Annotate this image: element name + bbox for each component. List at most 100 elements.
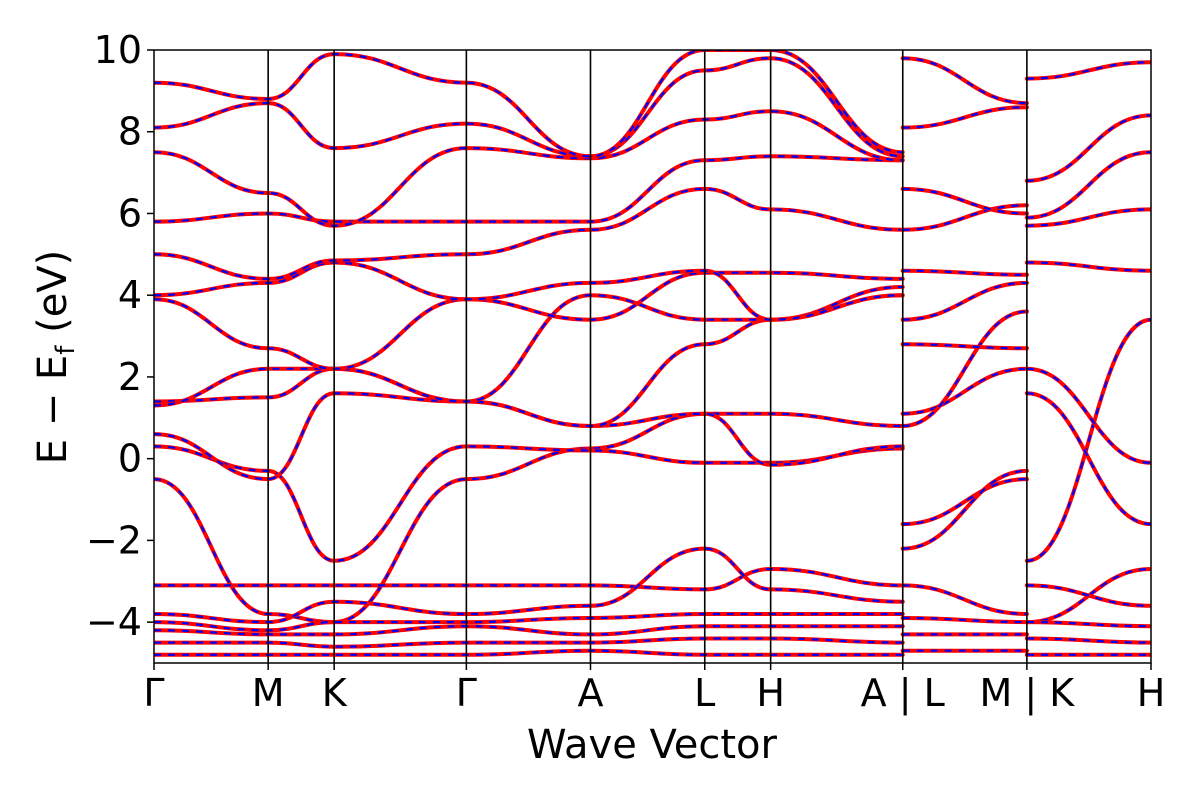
band-3 — [154, 293, 905, 428]
band-line-blue-dashed — [1026, 621, 1151, 628]
band-23 — [900, 280, 1029, 322]
band-line-red — [154, 285, 905, 408]
band-line-blue-dashed — [902, 584, 1027, 616]
band-line-red — [154, 56, 905, 159]
band-line-blue-dashed — [902, 204, 1027, 231]
band-line-red — [900, 56, 1029, 106]
y-tick-label: 0 — [118, 437, 142, 481]
band-8 — [154, 154, 905, 224]
band-42 — [1024, 583, 1151, 608]
band-10 — [154, 56, 905, 159]
band-line-blue-dashed — [902, 57, 1027, 105]
band-41 — [1024, 60, 1151, 81]
band-21 — [900, 309, 1029, 428]
band-line-red — [900, 105, 1029, 130]
y-axis-label-unit: (eV) — [30, 250, 76, 346]
band-line-red — [154, 293, 905, 428]
band-line-blue-dashed — [154, 294, 903, 428]
bands-layer — [154, 50, 1151, 657]
band-28 — [900, 56, 1029, 106]
band-line-blue-dashed — [1026, 392, 1151, 526]
band-19 — [900, 468, 1029, 551]
band-line-blue-dashed — [154, 50, 903, 158]
x-tick-label: Γ — [143, 671, 164, 715]
band-37 — [1024, 260, 1151, 273]
band-line-blue-dashed — [154, 547, 903, 624]
band-line-blue-dashed — [154, 57, 903, 158]
plot-frame — [153, 49, 1152, 664]
band-22 — [900, 342, 1029, 351]
band-11 — [154, 50, 905, 159]
band-34 — [1024, 317, 1151, 563]
band-20 — [900, 366, 1029, 416]
band-17 — [154, 648, 905, 657]
band-35 — [1024, 391, 1151, 527]
y-axis-ticks: −4 −2 0 2 4 6 8 10 — [86, 28, 154, 644]
band-line-blue-dashed — [1026, 567, 1151, 624]
band-line-blue-dashed — [154, 392, 903, 481]
band-27 — [900, 105, 1029, 130]
band-line-red — [900, 186, 1029, 216]
band-line-blue-dashed — [154, 155, 903, 223]
band-26 — [900, 186, 1029, 216]
band-line-blue-dashed — [154, 187, 903, 281]
band-2 — [154, 391, 905, 482]
band-12 — [154, 567, 905, 592]
y-tick-label: 6 — [118, 191, 142, 235]
band-line-red — [900, 366, 1029, 416]
x-tick-label: L — [694, 671, 715, 715]
band-line-blue-dashed — [1026, 208, 1151, 227]
band-line-red — [154, 391, 905, 482]
band-line-red — [900, 477, 1029, 527]
band-line-blue-dashed — [902, 616, 1027, 624]
band-29 — [900, 583, 1029, 616]
band-line-blue-dashed — [902, 187, 1027, 215]
band-13 — [154, 546, 905, 625]
band-5 — [154, 270, 905, 371]
band-line-blue-dashed — [1026, 637, 1151, 644]
band-36 — [1024, 366, 1151, 465]
y-tick-label: 8 — [118, 110, 142, 154]
y-axis-label: E − Ef (eV) — [30, 250, 81, 465]
band-25 — [900, 203, 1029, 232]
band-30 — [900, 616, 1029, 625]
band-line-blue-dashed — [902, 310, 1027, 428]
band-line-blue-dashed — [902, 469, 1027, 550]
x-tick-label: A | L — [861, 671, 945, 716]
band-line-blue-dashed — [902, 106, 1027, 129]
y-axis-label-main: E − E — [30, 355, 76, 465]
x-tick-label: A — [577, 671, 603, 715]
band-43 — [1024, 620, 1151, 629]
band-16 — [154, 636, 905, 649]
x-tick-label: H — [1137, 671, 1166, 715]
band-44 — [1024, 636, 1151, 645]
band-18 — [900, 477, 1029, 527]
band-line-blue-dashed — [1026, 261, 1151, 272]
band-40 — [1024, 113, 1151, 183]
y-tick-label: 10 — [94, 28, 142, 72]
band-line-blue-dashed — [902, 478, 1027, 526]
band-line-red — [900, 583, 1029, 616]
y-axis-label-subscript: f — [51, 345, 81, 355]
x-tick-label: M — [252, 671, 285, 715]
x-tick-label: Γ — [456, 671, 477, 715]
band-line-blue-dashed — [1026, 114, 1151, 182]
x-tick-label: H — [756, 671, 785, 715]
y-tick-label: 4 — [118, 273, 142, 317]
band-line-red — [1024, 366, 1151, 465]
y-tick-label: −4 — [86, 600, 142, 644]
band-line-blue-dashed — [1026, 61, 1151, 80]
band-39 — [1024, 150, 1151, 220]
band-line-blue-dashed — [1026, 318, 1151, 562]
x-axis-label: Wave Vector — [527, 722, 778, 768]
y-tick-label: 2 — [118, 355, 142, 399]
kpoint-divider-lines — [267, 50, 1028, 663]
y-tick-label: −2 — [86, 518, 142, 562]
band-line-blue-dashed — [154, 110, 903, 227]
band-38 — [1024, 207, 1151, 228]
band-24 — [900, 268, 1029, 277]
band-line-red — [154, 186, 905, 281]
band-7 — [154, 186, 905, 281]
